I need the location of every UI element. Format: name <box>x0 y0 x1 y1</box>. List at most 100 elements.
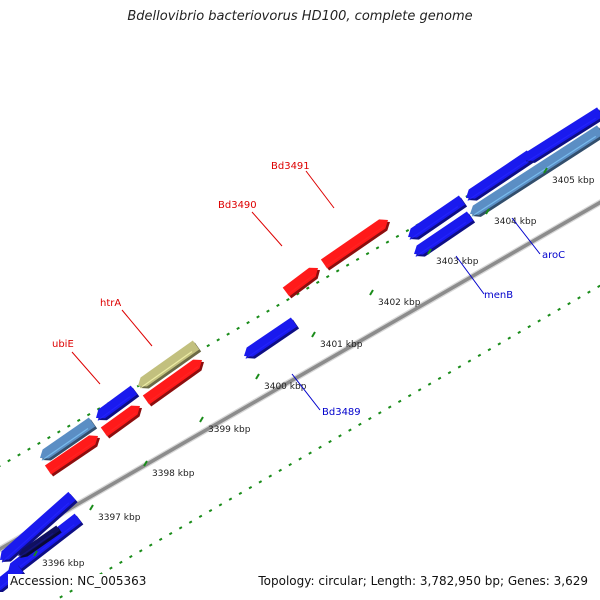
gene-khaki-highlight <box>139 351 193 389</box>
tick-dot-upper <box>315 280 320 285</box>
gene-reverse-6-highlight <box>9 524 75 575</box>
gene-reverse-3-highlight <box>467 160 527 202</box>
gene-label-bd3491: Bd3491 <box>271 161 310 172</box>
gene-bd3490-highlight <box>287 274 315 295</box>
tick-dot-lower <box>457 365 462 369</box>
gene-label-leader <box>71 351 101 385</box>
kbp-tick-label: 3398 kbp <box>152 469 195 479</box>
tick-dot-lower <box>587 290 591 294</box>
tick-dot-lower <box>437 376 442 380</box>
gene-label-leader <box>511 217 541 255</box>
tick-dot-lower <box>268 474 273 478</box>
gene-label-leader <box>305 170 335 209</box>
tick-dot-upper <box>96 407 101 411</box>
tick-dot-upper <box>365 252 370 256</box>
tick-dot-upper <box>37 441 41 446</box>
tick-dot-upper <box>385 240 390 244</box>
tick-dot-upper <box>236 326 240 331</box>
tick-dot-lower <box>557 307 561 311</box>
tick-dot-upper <box>66 424 71 428</box>
gene-aroc-highlight <box>471 135 597 218</box>
gene-label-leader <box>251 211 283 247</box>
tick-dot-upper <box>86 413 91 417</box>
kbp-tick-mark <box>485 208 490 215</box>
kbp-tick-label: 3401 kbp <box>320 340 363 350</box>
tick-dot-lower <box>129 554 133 559</box>
gene-bd3489 <box>244 317 298 357</box>
gene-navy <box>18 525 60 556</box>
gene-labels: ubiE htrA Bd3490 Bd3491 Bd3489 menB aroC <box>52 161 565 418</box>
tick-dot-lower <box>527 324 531 329</box>
gene-steelblue-1-highlight <box>41 427 89 461</box>
tick-dot-lower <box>567 301 571 306</box>
kbp-tick-label: 3402 kbp <box>378 298 421 308</box>
gene-label-leader <box>455 255 485 295</box>
tick-dot-upper <box>256 315 260 319</box>
tick-dot-upper <box>355 257 360 262</box>
tick-dot-lower <box>447 370 452 375</box>
gene-reverse-5 <box>0 491 76 560</box>
tick-dot-lower <box>427 382 432 386</box>
gene-label-menb: menB <box>484 290 513 301</box>
gene-khaki <box>138 340 200 387</box>
tick-dot-upper <box>246 321 250 325</box>
gene-reverse-1-highlight <box>97 396 131 421</box>
tick-dot-upper <box>286 298 290 302</box>
tick-dot-lower <box>59 595 63 599</box>
tick-dot-lower <box>517 330 522 334</box>
tick-dot-upper <box>206 344 211 348</box>
tick-dot-lower <box>397 399 402 403</box>
tick-dot-lower <box>148 543 153 547</box>
tick-dot-lower <box>198 514 203 518</box>
tick-dot-upper <box>395 234 400 239</box>
gene-aroc <box>470 125 600 215</box>
tick-dot-lower <box>288 462 292 467</box>
gene-ubie-highlight <box>49 441 95 473</box>
tick-dot-lower <box>158 537 163 541</box>
tick-dot-lower <box>308 451 312 455</box>
kbp-tick-mark <box>199 416 204 423</box>
tick-dot-upper <box>27 447 31 451</box>
tick-dot-lower <box>178 526 183 530</box>
gene-label-leader <box>121 309 153 347</box>
tick-dot-lower <box>348 428 352 432</box>
gene-label-ubie: ubiE <box>52 339 74 350</box>
tick-dot-lower <box>138 549 143 553</box>
tick-dot-upper <box>375 246 380 250</box>
tick-dot-lower <box>537 319 541 323</box>
gene-ubie <box>44 435 98 475</box>
tick-dot-upper <box>276 303 280 308</box>
tick-dot-lower <box>547 313 551 317</box>
gene-menb <box>414 211 474 255</box>
gene-forward-2-highlight <box>105 412 137 435</box>
tick-dot-lower <box>507 336 512 340</box>
gene-reverse-4-highlight <box>525 117 597 164</box>
gene-bd3491-highlight <box>325 225 385 267</box>
tick-dot-upper <box>345 263 350 267</box>
kbp-tick-label: 3403 kbp <box>436 257 479 267</box>
gene-label-aroc: aroC <box>542 250 565 261</box>
kbp-tick-label: 3397 kbp <box>98 513 141 523</box>
tick-dot-lower <box>368 416 372 421</box>
tick-dot-lower <box>188 520 193 524</box>
gene-label-htra: htrA <box>100 298 121 309</box>
tick-dot-upper <box>76 418 81 423</box>
kbp-tick-mark <box>89 504 94 511</box>
tick-dot-lower <box>298 457 302 461</box>
tick-dot-lower <box>328 439 332 444</box>
gene-forward-2 <box>100 405 140 437</box>
kbp-tick-mark <box>427 248 432 255</box>
gene-htra <box>142 359 202 405</box>
gene-reverse-2 <box>408 195 466 238</box>
tick-dot-lower <box>238 491 243 495</box>
tick-dot-lower <box>119 560 123 564</box>
tick-dot-upper <box>17 453 21 457</box>
gene-reverse-3 <box>466 150 534 199</box>
kbp-tick-label: 3405 kbp <box>552 176 595 186</box>
accession-text: Accession: NC_005363 <box>8 574 149 588</box>
gene-reverse-4 <box>524 107 600 161</box>
tick-dot-lower <box>69 589 73 593</box>
tick-dot-upper <box>266 309 270 313</box>
tick-dot-upper <box>296 292 300 296</box>
